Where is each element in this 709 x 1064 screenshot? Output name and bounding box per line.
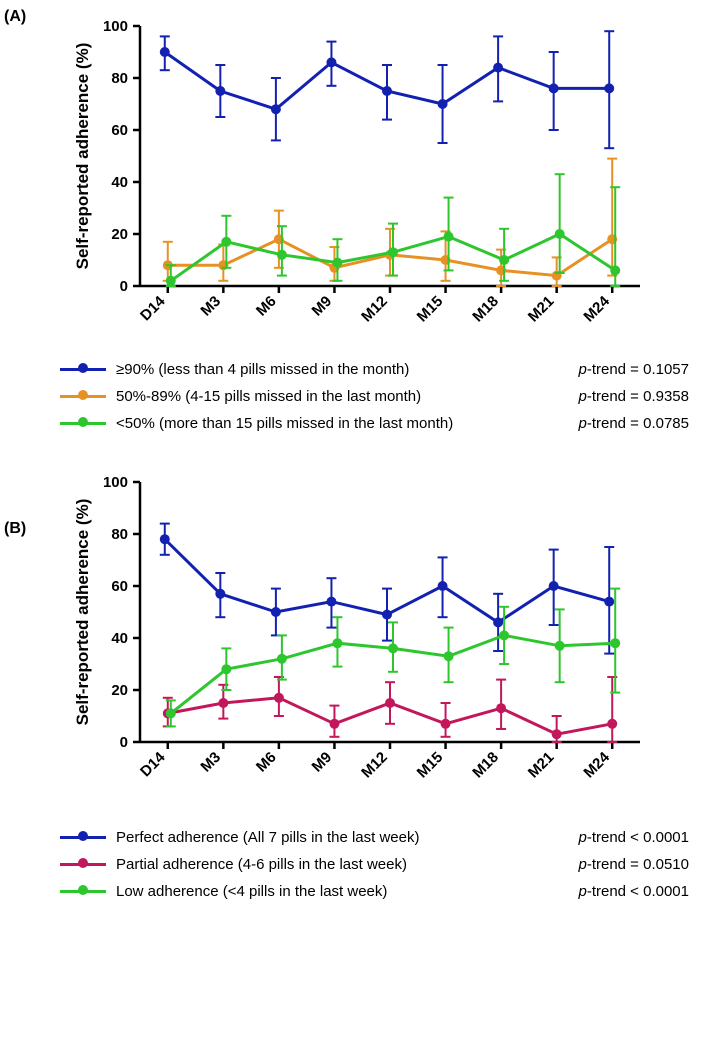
legend-marker	[60, 882, 106, 900]
legend-ptrend: p-trend < 0.0001	[558, 829, 689, 846]
legend-ptrend: p-trend = 0.0510	[558, 856, 689, 873]
legend-label: <50% (more than 15 pills missed in the l…	[116, 415, 453, 432]
svg-text:D14: D14	[137, 292, 169, 324]
svg-text:M3: M3	[197, 749, 224, 776]
legend-marker	[60, 855, 106, 873]
svg-text:M15: M15	[414, 749, 447, 782]
svg-text:20: 20	[111, 226, 128, 243]
svg-text:40: 40	[111, 174, 128, 191]
svg-text:M9: M9	[309, 749, 336, 776]
svg-text:M12: M12	[358, 749, 391, 782]
svg-text:Self-reported adherence (%): Self-reported adherence (%)	[73, 499, 92, 726]
panel-a-chart: 0 20 40 60 80 100 Self-reported adherence (%) D…	[70, 16, 670, 346]
svg-text:M24: M24	[580, 748, 613, 781]
legend-item: Low adherence (<4 pills in the last week…	[60, 880, 689, 902]
legend-item: ≥90% (less than 4 pills missed in the mo…	[60, 358, 689, 380]
svg-text:40: 40	[111, 630, 128, 647]
svg-text:100: 100	[103, 474, 128, 491]
svg-text:M15: M15	[414, 293, 447, 326]
svg-text:80: 80	[111, 526, 128, 543]
svg-text:M9: M9	[309, 293, 336, 320]
legend-label: Perfect adherence (All 7 pills in the la…	[116, 829, 419, 846]
legend-label: 50%-89% (4-15 pills missed in the last m…	[116, 388, 421, 405]
panel-a-label: (A)	[4, 8, 26, 26]
legend-item: 50%-89% (4-15 pills missed in the last m…	[60, 385, 689, 407]
svg-text:M24: M24	[580, 292, 613, 325]
svg-text:M3: M3	[197, 293, 224, 320]
legend-marker	[60, 828, 106, 846]
svg-text:0: 0	[120, 278, 128, 295]
svg-text:M18: M18	[469, 749, 502, 782]
svg-text:M18: M18	[469, 293, 502, 326]
svg-text:20: 20	[111, 682, 128, 699]
legend-item: Partial adherence (4-6 pills in the last…	[60, 853, 689, 875]
legend-label: Partial adherence (4-6 pills in the last…	[116, 856, 407, 873]
svg-text:M6: M6	[253, 749, 280, 776]
legend-item: <50% (more than 15 pills missed in the l…	[60, 412, 689, 434]
legend-label: ≥90% (less than 4 pills missed in the mo…	[116, 361, 409, 378]
legend-marker	[60, 360, 106, 378]
legend-marker	[60, 387, 106, 405]
panel-b-chart: 0 20 40 60 80 100 Self-reported adherence (%) D…	[70, 472, 670, 802]
panel-a-legend: ≥90% (less than 4 pills missed in the mo…	[60, 358, 689, 434]
svg-text:D14: D14	[137, 748, 169, 780]
svg-text:80: 80	[111, 70, 128, 87]
panel-b-legend: Perfect adherence (All 7 pills in the la…	[60, 826, 689, 902]
panel-b-label: (B)	[4, 520, 26, 538]
legend-ptrend: p-trend = 0.0785	[558, 415, 689, 432]
svg-text:Self-reported adherence (%): Self-reported adherence (%)	[73, 43, 92, 270]
svg-text:M21: M21	[525, 293, 558, 326]
svg-text:0: 0	[120, 734, 128, 751]
svg-text:60: 60	[111, 578, 128, 595]
legend-item: Perfect adherence (All 7 pills in the la…	[60, 826, 689, 848]
svg-text:M6: M6	[253, 293, 280, 320]
svg-text:M12: M12	[358, 293, 391, 326]
legend-ptrend: p-trend < 0.0001	[558, 883, 689, 900]
legend-marker	[60, 414, 106, 432]
svg-text:60: 60	[111, 122, 128, 139]
legend-ptrend: p-trend = 0.1057	[558, 361, 689, 378]
page: (A) 0 20 40 60 80 100 Self-reported adherence …	[0, 0, 709, 1064]
legend-ptrend: p-trend = 0.9358	[558, 388, 689, 405]
svg-text:100: 100	[103, 18, 128, 35]
svg-text:M21: M21	[525, 749, 558, 782]
legend-label: Low adherence (<4 pills in the last week…	[116, 883, 387, 900]
